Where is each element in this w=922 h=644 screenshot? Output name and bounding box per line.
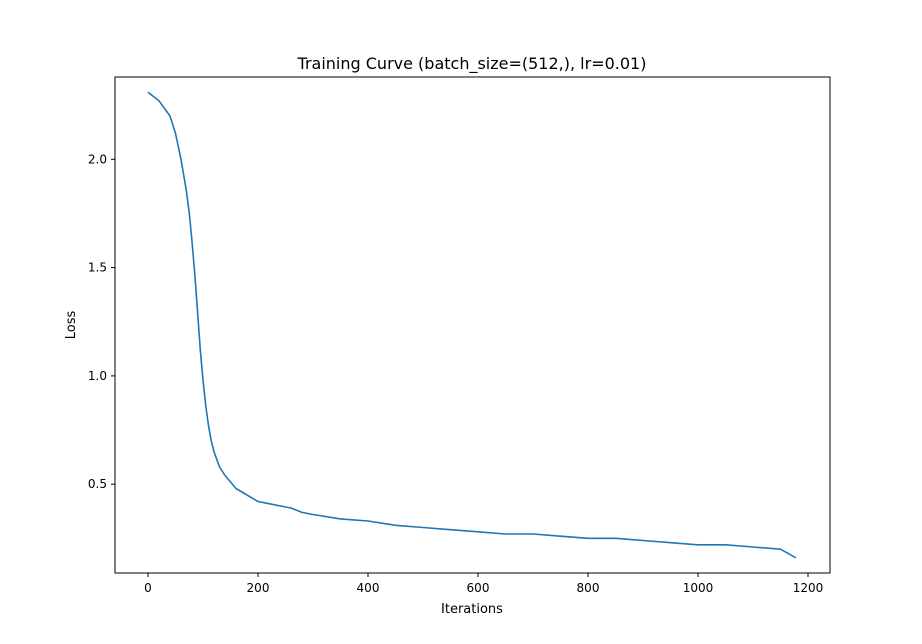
y-tick-label: 0.5 [88,477,107,491]
x-tick-label: 1200 [793,581,824,595]
y-axis-label: Loss [64,311,79,340]
y-tick-label: 1.0 [88,369,107,383]
plot-frame [114,76,831,574]
x-tick-label: 600 [467,581,490,595]
x-tick-label: 800 [577,581,600,595]
chart-title: Training Curve (batch_size=(512,), lr=0.… [297,54,647,74]
y-axis-ticks: 0.5 1.0 1.5 2.0 [88,152,115,491]
y-tick-label: 1.5 [88,261,107,275]
x-tick-label: 0 [144,581,152,595]
series-layer [147,91,797,559]
y-tick-label: 2.0 [88,152,107,166]
loss-curve-line [147,91,797,559]
x-tick-label: 200 [247,581,270,595]
x-tick-label: 1000 [683,581,714,595]
x-axis-label: Iterations [441,602,503,617]
x-axis-ticks: 0 200 400 600 800 1000 1200 [144,573,823,595]
x-tick-label: 400 [357,581,380,595]
